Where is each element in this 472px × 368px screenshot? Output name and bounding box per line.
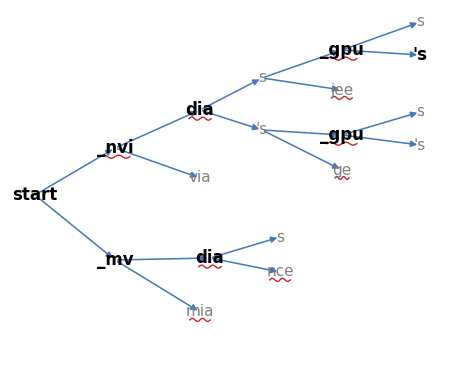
Text: nce: nce bbox=[266, 265, 294, 280]
Text: via: via bbox=[189, 170, 211, 185]
Text: 's: 's bbox=[256, 123, 268, 138]
Text: jee: jee bbox=[330, 82, 354, 98]
Text: start: start bbox=[12, 186, 58, 204]
Text: _nvi: _nvi bbox=[97, 139, 133, 157]
Text: _gpu: _gpu bbox=[320, 41, 364, 59]
Text: _mv: _mv bbox=[97, 251, 133, 269]
Text: s: s bbox=[416, 14, 424, 29]
Text: dia: dia bbox=[185, 101, 214, 119]
Text: ge: ge bbox=[332, 163, 352, 177]
Text: dia: dia bbox=[196, 249, 224, 267]
Text: s: s bbox=[276, 230, 284, 244]
Text: 's: 's bbox=[414, 138, 426, 152]
Text: mia: mia bbox=[186, 304, 214, 319]
Text: 's: 's bbox=[413, 46, 428, 64]
Text: s: s bbox=[258, 71, 266, 85]
Text: s: s bbox=[416, 105, 424, 120]
Text: _gpu: _gpu bbox=[320, 126, 364, 144]
